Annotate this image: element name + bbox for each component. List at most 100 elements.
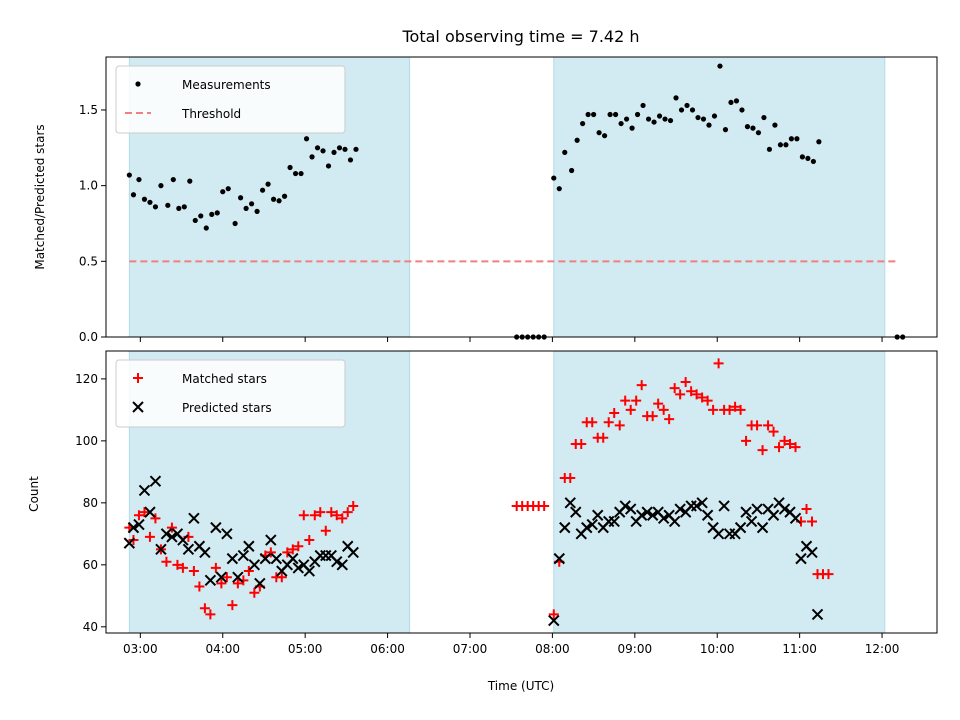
top-measurements-point-1 xyxy=(130,192,137,198)
top-measurements-point-19 xyxy=(232,220,238,227)
bottom-predicted-stars-point-56 xyxy=(624,503,637,515)
top-measurements-point-25 xyxy=(265,181,271,187)
top-measurements-point-91 xyxy=(788,136,795,142)
bottom-predicted-stars-point-65 xyxy=(674,503,686,515)
bottom-predicted-stars-point-18 xyxy=(221,528,233,540)
top-measurements-point-55 xyxy=(591,111,597,118)
top-measurements-point-36 xyxy=(325,163,332,169)
top-measurements-point-96 xyxy=(816,139,822,145)
x-tick-label-0800: 08:00 xyxy=(535,642,570,656)
bottom-predicted-stars-point-89 xyxy=(806,546,818,559)
top-measurements-point-30 xyxy=(292,170,299,177)
bottom-matched-stars-point-12 xyxy=(188,566,199,577)
bottom-matched-stars-point-62 xyxy=(625,404,636,415)
bottom-matched-stars-point-63 xyxy=(631,395,642,406)
top-measurements-point-29 xyxy=(287,164,293,171)
bottom-predicted-stars-point-31 xyxy=(292,562,305,574)
bottom-matched-stars-point-61 xyxy=(620,395,631,406)
top-measurements-point-15 xyxy=(209,211,215,218)
top-measurements-point-40 xyxy=(347,157,354,163)
bottom-matched-stars-point-16 xyxy=(210,562,221,573)
bottom-predicted-stars-point-78 xyxy=(745,515,758,528)
top-measurements-point-9 xyxy=(176,205,182,211)
bottom-matched-stars-point-20 xyxy=(232,578,243,589)
top-measurements-point-89 xyxy=(777,142,784,148)
bottom-predicted-stars-point-69 xyxy=(696,497,708,509)
top-measurements-point-37 xyxy=(331,149,337,155)
bottom-predicted-stars-point-23 xyxy=(248,559,261,571)
bottom-matched-stars-point-64 xyxy=(636,380,647,391)
top-measurements-point-71 xyxy=(678,107,685,113)
bottom-predicted-stars-point-87 xyxy=(795,552,807,565)
bottom-matched-stars-point-4 xyxy=(144,531,155,542)
bottom-predicted-stars-point-5 xyxy=(149,475,162,487)
bottom-predicted-stars-point-68 xyxy=(690,500,703,512)
top-measurements-point-8 xyxy=(170,176,176,183)
top-measurements-point-59 xyxy=(612,111,619,118)
top-measurements-point-86 xyxy=(761,114,767,121)
bottom-matched-stars-point-55 xyxy=(587,417,598,428)
bottom-matched-stars-point-91 xyxy=(785,438,796,449)
bottom-matched-stars-point-37 xyxy=(326,507,337,518)
top-measurements-point-57 xyxy=(602,133,608,139)
bottom-predicted-stars-point-6 xyxy=(155,543,167,556)
top-measurements-point-82 xyxy=(739,107,745,113)
bottom-matched-stars-point-36 xyxy=(320,525,331,536)
x-tick-label-0400: 04:00 xyxy=(205,642,240,656)
top-measurements-point-24 xyxy=(259,187,266,193)
bottom-predicted-stars-point-42 xyxy=(548,614,560,627)
x-tick-label-0300: 03:00 xyxy=(123,642,158,656)
bottom-matched-stars-point-85 xyxy=(752,420,763,431)
chart-title: Total observing time = 7.42 h xyxy=(401,27,639,46)
top-measurements-point-50 xyxy=(562,149,568,155)
bottom-legend-label-predicted-stars: Predicted stars xyxy=(182,401,272,415)
bottom-matched-stars-point-22 xyxy=(243,566,254,577)
bottom-matched-stars-point-57 xyxy=(598,432,609,443)
bottom-matched-stars-point-94 xyxy=(801,504,812,515)
bottom-matched-stars-point-17 xyxy=(216,578,227,589)
bottom-matched-stars-point-88 xyxy=(768,426,779,437)
top-measurements-point-13 xyxy=(198,213,204,219)
bottom-panel: 03:00 04:00 05:00 06:00 07:00 08:00 09:00 10:00… xyxy=(75,350,938,656)
bottom-matched-stars-point-23 xyxy=(249,587,260,598)
top-measurements-point-65 xyxy=(645,116,652,122)
top-measurements-point-11 xyxy=(187,178,193,184)
bottom-matched-stars-point-53 xyxy=(576,438,587,449)
bottom-y-tick-label-60: 60 xyxy=(83,558,98,572)
bottom-matched-stars-point-7 xyxy=(161,556,172,567)
bottom-y-tick-label-120: 120 xyxy=(75,372,98,386)
bottom-predicted-stars-point-46 xyxy=(570,506,582,518)
top-measurements-point-92 xyxy=(794,136,800,142)
x-axis-label: Time (UTC) xyxy=(487,679,554,693)
bottom-matched-stars-point-28 xyxy=(276,572,287,583)
bottom-matched-stars-point-30 xyxy=(287,544,298,555)
top-measurements-point-56 xyxy=(596,130,602,136)
bottom-matched-stars-point-60 xyxy=(614,420,625,431)
top-y-tick-label-1.0: 1.0 xyxy=(79,179,98,193)
bottom-predicted-stars-point-11 xyxy=(182,543,195,556)
bottom-predicted-stars-point-58 xyxy=(635,509,648,521)
bottom-matched-stars-point-75 xyxy=(697,392,708,403)
bottom-y-tick-label-40: 40 xyxy=(83,620,98,634)
top-measurements-point-67 xyxy=(656,113,663,119)
bottom-matched-stars-point-66 xyxy=(647,411,658,422)
top-measurements-point-28 xyxy=(281,193,288,199)
bottom-matched-stars-point-41 xyxy=(348,500,359,511)
x-tick-label-0600: 06:00 xyxy=(370,642,405,656)
top-measurements-point-63 xyxy=(634,111,641,118)
bottom-matched-stars-point-48 xyxy=(548,609,559,620)
top-measurements-point-18 xyxy=(225,186,231,192)
bottom-predicted-stars-point-22 xyxy=(243,540,255,552)
bottom-matched-stars-point-18 xyxy=(221,572,232,583)
bottom-predicted-stars-point-60 xyxy=(646,509,659,521)
bottom-matched-stars-point-14 xyxy=(199,603,210,614)
bottom-matched-stars-point-47 xyxy=(539,500,550,511)
top-measurements-point-83 xyxy=(744,124,751,130)
top-measurements-point-31 xyxy=(298,170,304,177)
top-plot-frame xyxy=(105,56,938,338)
top-measurements-point-95 xyxy=(810,158,816,165)
bottom-plot-frame xyxy=(105,350,938,634)
bottom-predicted-stars-point-48 xyxy=(581,521,593,534)
bottom-predicted-stars-point-17 xyxy=(215,571,228,583)
bottom-legend-marker-matched-stars xyxy=(133,373,143,383)
